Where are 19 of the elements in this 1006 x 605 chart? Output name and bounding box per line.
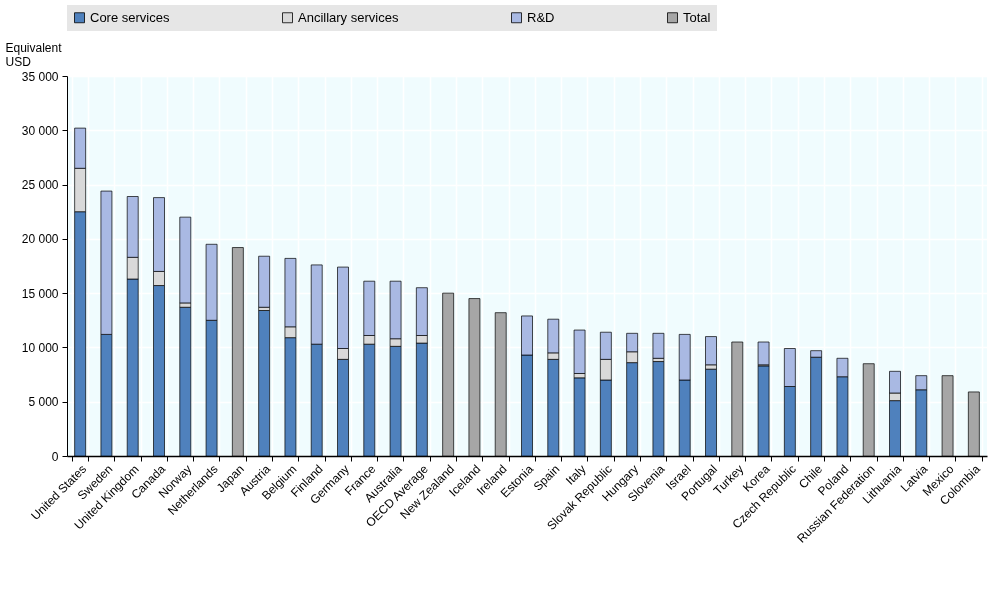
legend-label: Total xyxy=(683,9,711,25)
y-tick-label: 0 xyxy=(51,449,59,464)
legend-label: Ancillary services xyxy=(298,9,399,25)
bar xyxy=(258,255,270,308)
legend-label: R&D xyxy=(527,9,555,25)
y-tick-label: 5 000 xyxy=(28,395,59,410)
bar xyxy=(179,216,192,304)
y-tick-label: 20 000 xyxy=(21,232,59,247)
bar xyxy=(757,341,770,366)
y-tick-label: 35 000 xyxy=(21,69,59,84)
y-tick-label: 25 000 xyxy=(21,178,59,193)
bar xyxy=(573,329,586,374)
legend-label: Core services xyxy=(90,9,170,25)
bar xyxy=(705,336,717,366)
y-tick-label: 15 000 xyxy=(21,286,59,301)
y-axis-title: Equivalent USD xyxy=(5,40,63,69)
y-tick-label: 30 000 xyxy=(21,123,59,138)
y-tick-label: 10 000 xyxy=(21,340,59,355)
bar xyxy=(652,332,665,359)
